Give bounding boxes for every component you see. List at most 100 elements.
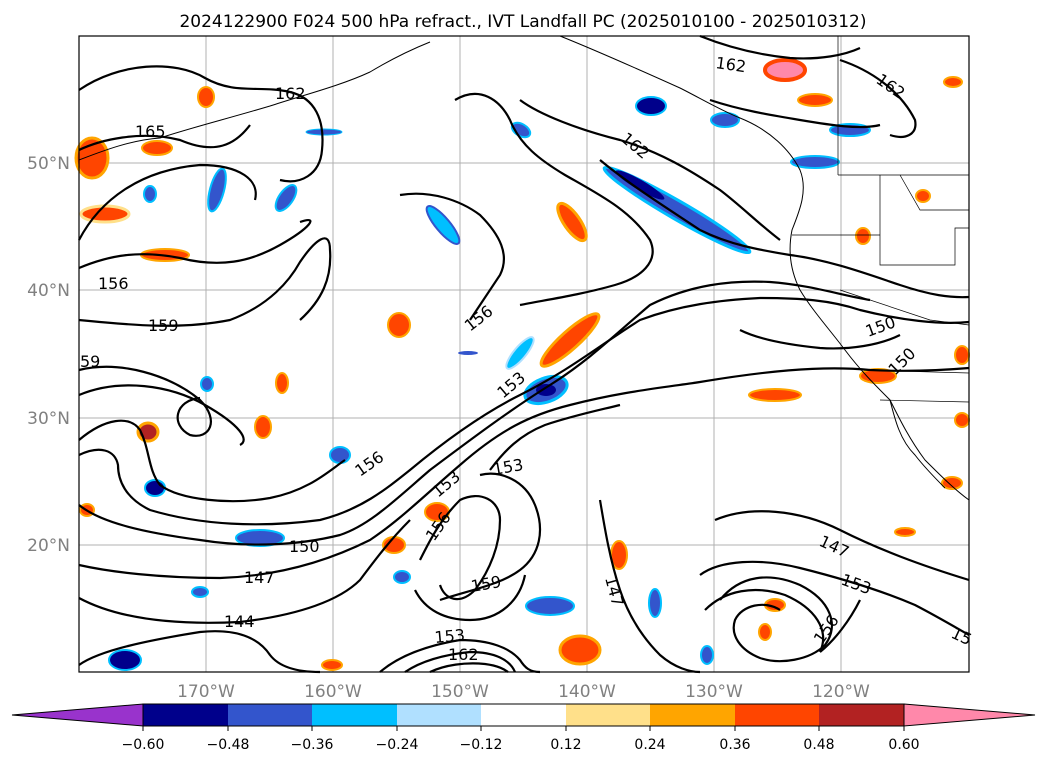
ivt-blob: [200, 376, 214, 392]
lon-label-130w: 130°W: [685, 682, 743, 702]
contour-label: 165: [135, 122, 166, 141]
contour-line: [78, 124, 251, 151]
colorbar-max-extension: [903, 703, 1036, 727]
contour-line: [78, 296, 970, 526]
contour-line: [419, 495, 502, 601]
ivt-blob: [648, 588, 662, 618]
contour-label: 156: [98, 274, 129, 293]
ivt-blob: [556, 201, 588, 243]
contour-label: 150: [289, 537, 320, 556]
lon-label-150w: 150°W: [431, 682, 489, 702]
contour-line: [819, 599, 861, 653]
contour-line: [78, 219, 312, 270]
ivt-blob: [144, 479, 166, 497]
contour-line: [78, 280, 871, 546]
contour-label: 162: [448, 645, 479, 664]
ivt-blob: [797, 93, 833, 107]
lon-label-140w: 140°W: [558, 682, 616, 702]
contour-line: [598, 499, 701, 674]
contour-line: [78, 65, 324, 183]
longitude-labels: 170°W 160°W 150°W 140°W 130°W 120°W: [177, 682, 870, 702]
lon-label-160w: 160°W: [304, 682, 362, 702]
ivt-blob: [763, 58, 807, 82]
colorbar-segment: [312, 704, 397, 726]
ivt-blob: [700, 645, 714, 665]
ivt-blob: [235, 529, 285, 547]
ivt-blob: [536, 384, 556, 396]
contour-line: [599, 159, 970, 299]
lon-label-170w: 170°W: [177, 682, 235, 702]
ivt-blob: [329, 446, 351, 464]
colorbar-segment: [819, 704, 904, 726]
ivt-blob: [748, 388, 802, 402]
ivt-blob: [615, 170, 665, 200]
contour-line: [489, 403, 621, 471]
ivt-blob: [859, 368, 897, 384]
lat-label-40n: 40°N: [27, 281, 70, 301]
contour-line: [78, 366, 970, 580]
ivt-blob: [108, 649, 142, 671]
colorbar-tick-label: 0.60: [888, 737, 919, 753]
colorbar-segment: [566, 704, 650, 726]
ivt-blob: [941, 476, 963, 490]
colorbar-segment: [650, 704, 735, 726]
ivt-blob: [254, 415, 272, 439]
contour-line: [454, 92, 654, 307]
lat-label-50n: 50°N: [27, 154, 70, 174]
ivt-blob: [855, 227, 871, 245]
ivt-blob: [425, 205, 461, 245]
ivt-blob: [275, 372, 289, 394]
contour-line: [78, 419, 346, 503]
colorbar: −0.60 −0.48 −0.36 −0.24 −0.12 0.12 0.24 …: [11, 703, 1036, 753]
contour-line: [839, 58, 917, 138]
map-frame: [78, 35, 970, 673]
colorbar-segment: [397, 704, 481, 726]
ivt-blob: [525, 596, 575, 616]
ivt-blob: [207, 167, 227, 213]
map-title: 2024122900 F024 500 hPa refract., IVT La…: [179, 12, 866, 32]
ivt-blob: [954, 345, 970, 365]
ivt-blob: [635, 96, 667, 116]
contour-line: [699, 34, 861, 60]
ivt-blob: [505, 336, 535, 370]
contour-label: 59: [80, 352, 100, 371]
colorbar-tick-label: 0.24: [634, 737, 665, 753]
contour-line: [399, 192, 505, 321]
contour-label: 147: [244, 568, 275, 587]
ivt-blob: [790, 155, 840, 169]
colorbar-tick-label: 0.12: [550, 737, 581, 753]
refractivity-contours: [78, 34, 970, 674]
contour-line: [439, 472, 542, 602]
contour-label: 162: [275, 84, 306, 103]
colorbar-tick-label: 0.36: [719, 737, 750, 753]
ivt-blob: [954, 412, 970, 428]
lon-label-120w: 120°W: [812, 682, 870, 702]
colorbar-segment: [735, 704, 819, 726]
coastline: [78, 35, 970, 501]
latitude-labels: 50°N 40°N 30°N 20°N: [27, 154, 70, 556]
ivt-blob: [915, 189, 931, 203]
colorbar-ticks: [142, 726, 905, 731]
colorbar-tick-label: −0.60: [122, 737, 165, 753]
contour-line: [414, 574, 527, 622]
colorbar-segment: [228, 704, 312, 726]
contour-line: [379, 638, 541, 674]
colorbar-tick-label: −0.24: [376, 737, 419, 753]
contour-line: [78, 163, 257, 241]
contour-line: [719, 576, 833, 663]
contour-label: 144: [224, 612, 255, 631]
contour-line: [78, 630, 321, 674]
colorbar-tick-label: −0.36: [291, 737, 334, 753]
ivt-blob: [558, 634, 602, 666]
contour-line: [78, 365, 212, 437]
ivt-blob: [191, 586, 209, 598]
lat-label-20n: 20°N: [27, 536, 70, 556]
ivt-blob: [393, 570, 411, 584]
ivt-blob: [943, 76, 963, 88]
colorbar-tick-label: 0.48: [803, 737, 834, 753]
ivt-blob: [141, 140, 173, 156]
colorbar-segment: [481, 704, 566, 726]
ivt-blob: [894, 527, 916, 537]
ivt-blob: [710, 112, 740, 128]
